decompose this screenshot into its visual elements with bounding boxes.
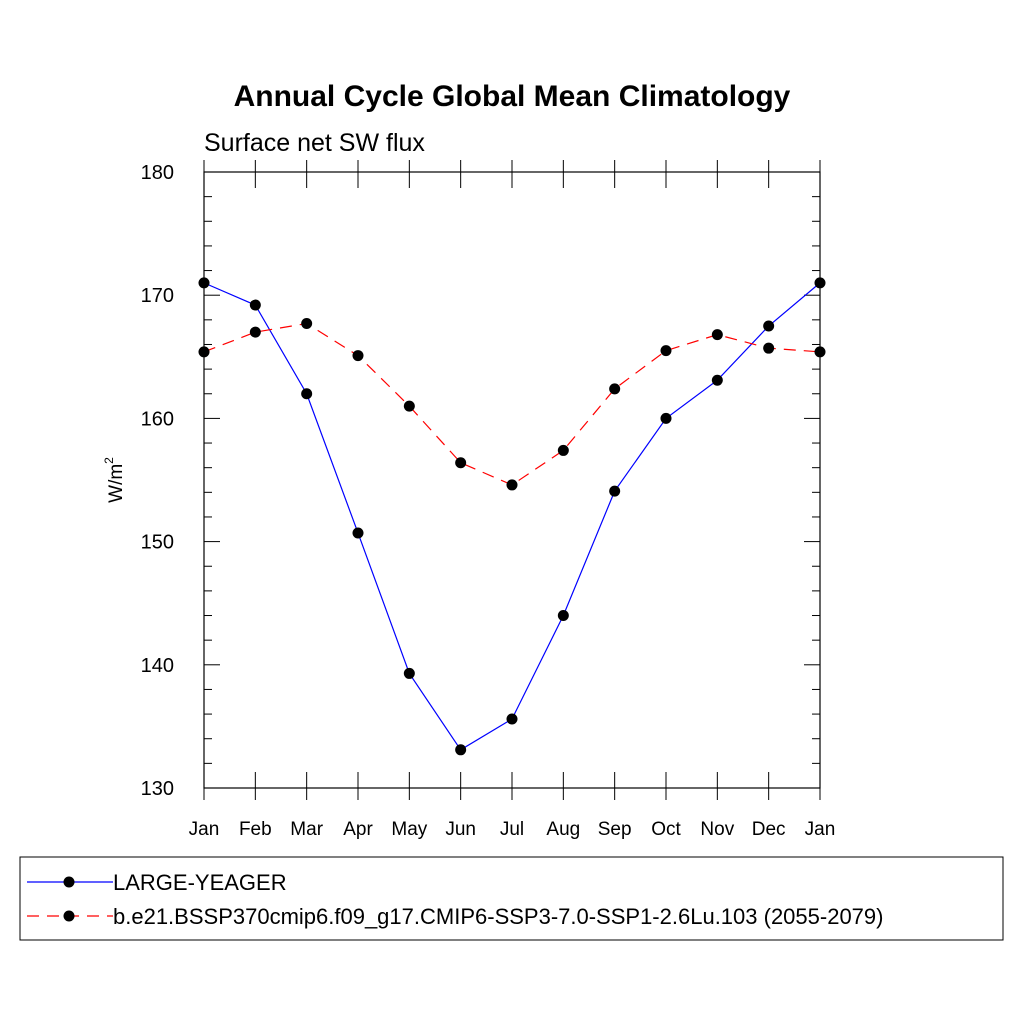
data-point [711,374,723,386]
data-point [249,326,261,338]
x-tick-label: Aug [546,819,580,840]
data-point [609,485,621,497]
series-line [203,322,821,486]
x-tick-label: Feb [239,819,272,840]
data-point [249,299,261,311]
y-axis-label-text: W/m [106,464,127,503]
data-point [352,350,364,362]
x-tick-label: May [391,819,427,840]
x-tick-label: Jun [445,819,476,840]
data-point [455,457,467,469]
data-point [403,400,415,412]
data-point [506,479,518,491]
x-tick-label: Apr [343,819,373,840]
data-point [455,744,467,756]
series-line [203,282,821,751]
data-point [763,342,775,354]
y-tick-label: 160 [141,408,174,430]
legend-box [19,856,1004,941]
legend-label: LARGE-YEAGER [113,870,287,895]
data-point [301,388,313,400]
data-point [557,610,569,622]
x-tick-label: Mar [290,819,323,840]
data-point [763,320,775,332]
chart-title: Annual Cycle Global Mean Climatology [234,80,791,113]
svg-text:W/m2: W/m2 [102,457,127,503]
axis-ticks [203,160,821,800]
x-tick-label: Jul [500,819,524,840]
y-tick-label: 130 [141,778,174,800]
x-tick-label: Jan [189,819,220,840]
legend: LARGE-YEAGER b.e21.BSSP370cmip6.f09_g17.C… [19,856,1004,941]
data-point [660,412,672,424]
series-1 [198,277,826,756]
x-tick-label: Nov [700,819,734,840]
chart-subtitle: Surface net SW flux [204,129,425,157]
data-point [506,713,518,725]
y-tick-label: 180 [141,162,174,184]
legend-marker [63,876,75,888]
x-tick-label: Sep [598,819,632,840]
series-2 [198,318,826,491]
legend-label: b.e21.BSSP370cmip6.f09_g17.CMIP6-SSP3-7.… [113,904,883,929]
x-tick-label: Jan [805,819,836,840]
data-point [557,444,569,456]
data-point [609,383,621,395]
y-axis-label: W/m2 [102,457,127,503]
series-layer [198,277,826,756]
data-point [660,345,672,357]
y-tick-label: 140 [141,655,174,677]
x-tick-label: Oct [651,819,681,840]
axis-tick-labels: 130 140 150 160 170 180 Jan Feb Mar Apr May Jun Jul A… [141,162,836,840]
legend-entry-2: b.e21.BSSP370cmip6.f09_g17.CMIP6-SSP3-7.… [27,904,883,929]
plot-frame [203,171,821,789]
y-tick-label: 150 [141,532,174,554]
legend-marker [63,910,75,922]
x-tick-label: Dec [752,819,786,840]
y-tick-label: 170 [141,285,174,307]
legend-entry-1: LARGE-YEAGER [27,870,287,895]
data-point [403,667,415,679]
data-point [352,527,364,539]
y-axis-label-superscript: 2 [102,457,116,464]
data-point [711,329,723,341]
data-point [301,318,313,330]
